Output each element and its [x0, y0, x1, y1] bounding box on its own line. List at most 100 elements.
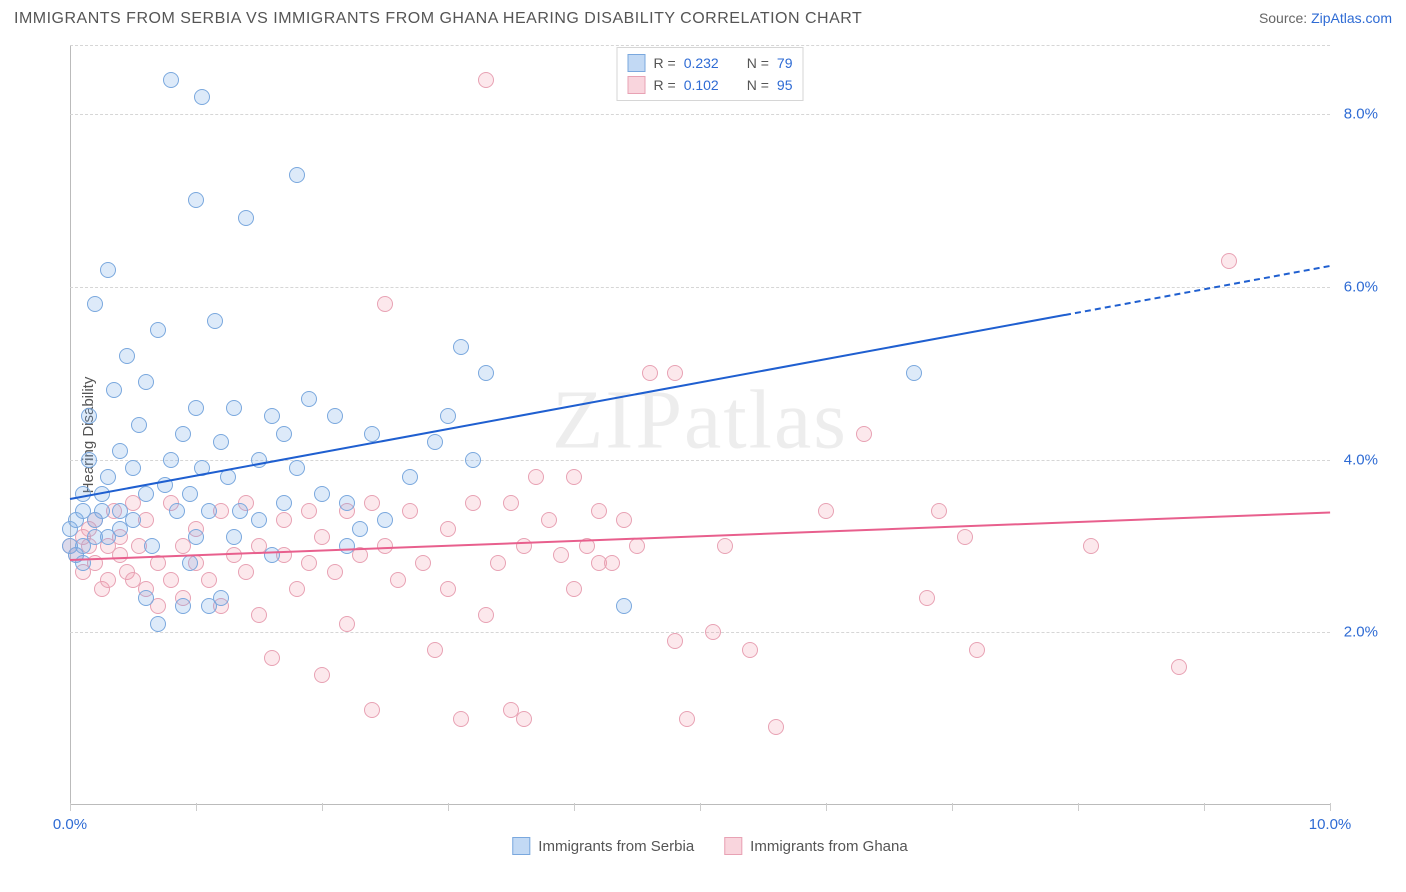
data-point-b	[390, 572, 406, 588]
data-point-a	[163, 72, 179, 88]
data-point-a	[276, 426, 292, 442]
data-point-b	[427, 642, 443, 658]
data-point-a	[81, 452, 97, 468]
gridline	[70, 45, 1330, 46]
data-point-a	[175, 598, 191, 614]
r-value: 0.232	[684, 55, 719, 71]
data-point-a	[352, 521, 368, 537]
data-point-a	[213, 590, 229, 606]
data-point-b	[490, 555, 506, 571]
data-point-b	[566, 581, 582, 597]
data-point-a	[339, 538, 355, 554]
data-point-a	[138, 486, 154, 502]
data-point-b	[969, 642, 985, 658]
legend-swatch	[628, 76, 646, 94]
n-label: N =	[747, 77, 769, 93]
legend-label: Immigrants from Serbia	[538, 838, 694, 855]
x-tick-mark	[826, 803, 827, 811]
data-point-b	[717, 538, 733, 554]
data-point-b	[465, 495, 481, 511]
data-point-b	[591, 503, 607, 519]
data-point-b	[616, 512, 632, 528]
data-point-a	[402, 469, 418, 485]
r-value: 0.102	[684, 77, 719, 93]
data-point-b	[768, 719, 784, 735]
x-tick-mark	[322, 803, 323, 811]
data-point-b	[301, 503, 317, 519]
data-point-a	[327, 408, 343, 424]
data-point-b	[667, 365, 683, 381]
data-point-a	[94, 503, 110, 519]
data-point-b	[377, 296, 393, 312]
x-tick-label: 0.0%	[53, 816, 87, 833]
data-point-a	[112, 443, 128, 459]
data-point-b	[553, 547, 569, 563]
data-point-a	[232, 503, 248, 519]
data-point-a	[377, 512, 393, 528]
data-point-a	[616, 598, 632, 614]
data-point-a	[163, 452, 179, 468]
data-point-b	[679, 711, 695, 727]
legend-stats: R =0.232N =79R =0.102N =95	[617, 47, 804, 101]
data-point-b	[289, 581, 305, 597]
data-point-b	[919, 590, 935, 606]
x-tick-mark	[952, 803, 953, 811]
data-point-b	[100, 572, 116, 588]
data-point-b	[112, 547, 128, 563]
data-point-a	[119, 348, 135, 364]
data-point-a	[188, 192, 204, 208]
data-point-b	[856, 426, 872, 442]
data-point-b	[478, 607, 494, 623]
chart-container: Hearing Disability ZIPatlas 2.0%4.0%6.0%…	[40, 45, 1380, 825]
data-point-b	[339, 616, 355, 632]
x-tick-mark	[196, 803, 197, 811]
data-point-a	[87, 296, 103, 312]
legend-item: Immigrants from Serbia	[512, 837, 694, 855]
data-point-b	[314, 529, 330, 545]
data-point-a	[207, 313, 223, 329]
x-tick-mark	[1330, 803, 1331, 811]
data-point-a	[125, 460, 141, 476]
data-point-a	[453, 339, 469, 355]
data-point-a	[906, 365, 922, 381]
data-point-a	[188, 529, 204, 545]
source-link[interactable]: ZipAtlas.com	[1311, 10, 1392, 26]
data-point-b	[415, 555, 431, 571]
data-point-a	[339, 495, 355, 511]
gridline	[70, 287, 1330, 288]
legend-swatch	[512, 837, 530, 855]
data-point-b	[314, 667, 330, 683]
data-point-b	[276, 512, 292, 528]
data-point-a	[251, 512, 267, 528]
data-point-b	[516, 711, 532, 727]
r-label: R =	[654, 55, 676, 71]
data-point-b	[478, 72, 494, 88]
data-point-b	[516, 538, 532, 554]
x-tick-mark	[574, 803, 575, 811]
data-point-b	[705, 624, 721, 640]
data-point-b	[453, 711, 469, 727]
watermark: ZIPatlas	[552, 372, 848, 469]
data-point-a	[289, 460, 305, 476]
data-point-b	[327, 564, 343, 580]
data-point-b	[818, 503, 834, 519]
data-point-a	[264, 547, 280, 563]
y-axis-line	[70, 45, 71, 805]
data-point-a	[150, 616, 166, 632]
legend-label: Immigrants from Ghana	[750, 838, 908, 855]
n-value: 95	[777, 77, 793, 93]
x-tick-label: 10.0%	[1309, 816, 1352, 833]
data-point-a	[213, 434, 229, 450]
data-point-b	[1083, 538, 1099, 554]
data-point-a	[465, 452, 481, 468]
x-tick-mark	[700, 803, 701, 811]
data-point-b	[604, 555, 620, 571]
y-tick-label: 2.0%	[1344, 624, 1378, 641]
data-point-a	[289, 167, 305, 183]
n-value: 79	[777, 55, 793, 71]
data-point-a	[427, 434, 443, 450]
data-point-a	[182, 486, 198, 502]
data-point-a	[150, 322, 166, 338]
y-tick-label: 6.0%	[1344, 278, 1378, 295]
data-point-b	[931, 503, 947, 519]
